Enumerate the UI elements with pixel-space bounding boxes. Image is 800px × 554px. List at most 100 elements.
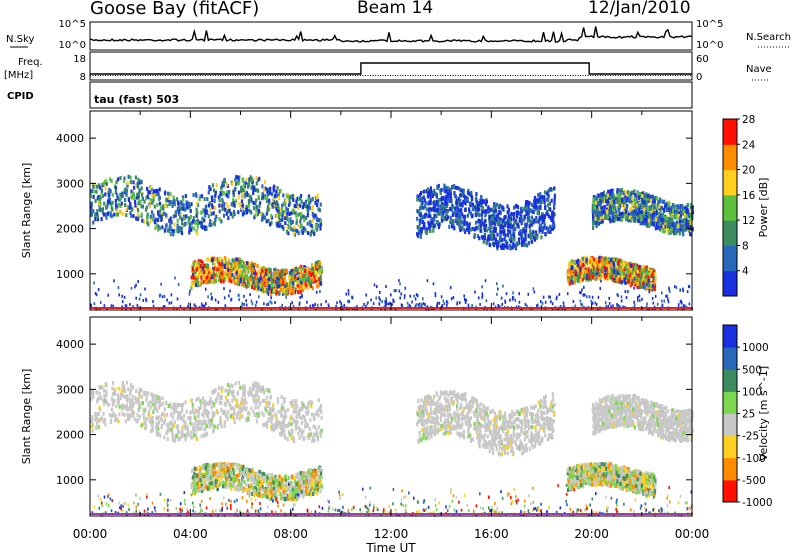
power-panel-cell [650,222,653,227]
power-panel-cell [190,202,193,207]
power-panel-cell [617,205,620,210]
power-panel-cell [181,195,184,200]
power-panel-clutter-cell [612,304,614,308]
power-panel-cell [672,230,675,235]
power-panel-cell [211,198,214,203]
power-panel-cell [283,212,286,217]
power-panel-cell [279,212,282,217]
power-panel-cell [207,203,210,208]
power-panel-cell [649,283,652,288]
power-panel-cell [574,275,577,280]
power-panel-cell [245,205,248,209]
power-panel-clutter-cell [117,286,120,290]
power-panel-cell [196,231,199,236]
power-panel-cell [526,211,529,216]
power-panel-cell [483,225,486,230]
power-panel-cell [275,213,278,218]
power-panel-cell [209,187,212,192]
power-panel-cell [608,261,611,265]
power-panel-cell [225,266,228,271]
power-panel-cell [615,200,618,204]
power-panel-cell [255,198,258,203]
power-panel-cell [649,198,652,203]
power-panel-cell [229,211,232,216]
power-panel-cell [168,225,171,230]
power-panel-clutter-cell [542,295,545,299]
power-panel-cell [598,276,602,281]
power-panel-cell [620,275,624,280]
power-panel-clutter-cell [163,305,166,309]
power-panel-cell [635,274,638,279]
power-panel-cell [312,277,315,282]
power-panel-clutter-cell [446,300,448,304]
power-panel-cell [155,189,158,193]
power-panel-cell [610,264,613,269]
power-panel-cell [168,218,171,223]
power-panel-cell [655,217,658,222]
power-panel-cell [497,242,500,247]
power-panel-cell [182,197,185,202]
power-panel-cell [201,266,204,271]
power-panel-cell [455,208,458,213]
power-panel-cell [257,282,260,287]
power-panel-cell [605,269,608,273]
power-panel-cell [115,180,118,185]
power-panel-cell [626,266,629,271]
power-panel-clutter-cell [409,305,412,309]
power-panel-cell [273,271,276,275]
power-panel-cell [630,198,633,203]
power-panel-cell [260,217,264,222]
power-panel-cell [259,287,262,292]
power-panel-cell [659,221,662,226]
power-panel-cell [169,225,172,230]
power-panel-cell [196,264,199,269]
power-panel-cell [497,222,500,227]
power-panel-cell [428,188,431,193]
power-panel-clutter-cell [600,279,602,283]
power-panel-cell [641,221,644,226]
power-panel-cell [318,268,321,273]
power-panel-cell [282,201,285,206]
power-panel-cell [512,216,516,221]
power-panel-cell [233,261,236,266]
power-panel-cell [188,229,191,234]
power-panel-cell [280,288,283,292]
power-panel-cell [259,278,262,283]
power-panel-cell [292,231,295,236]
power-panel-cell [220,266,224,271]
power-panel-cell [620,259,623,264]
power-panel-cell [182,216,185,221]
power-panel-cell [208,223,211,227]
power-panel-cell [611,191,614,196]
power-panel-cell [311,196,314,201]
power-panel-cell [682,223,685,228]
power-panel-cell [285,230,289,234]
power-panel-cell [496,232,499,237]
power-panel-cell [682,218,685,223]
power-panel-clutter-cell [610,305,612,309]
power-panel-cell [667,216,670,221]
power-panel-cell [102,181,105,186]
power-panel-cell [645,217,648,222]
power-panel-clutter-cell [599,287,601,290]
power-panel-cell [253,284,257,289]
power-panel-cell [306,213,309,218]
power-panel-clutter-cell [249,293,251,297]
power-panel-clutter-cell [263,302,265,306]
power-panel-cell [543,195,546,200]
power-panel-cell [277,284,280,288]
power-panel-clutter-cell [394,307,397,311]
power-panel-cell [146,186,149,191]
power-panel-clutter-cell [365,293,367,297]
power-panel-cell [315,227,319,232]
power-panel-cell [235,257,238,262]
power-panel-cell [132,214,135,219]
power-panel-cell [261,272,264,277]
power-panel-cell [304,199,307,204]
power-panel-cell [267,207,271,212]
power-panel-cell [659,207,662,212]
power-panel-cell [653,222,656,227]
power-panel-cell [637,218,641,223]
power-panel-cell [618,265,621,270]
power-panel-cell [512,232,515,236]
